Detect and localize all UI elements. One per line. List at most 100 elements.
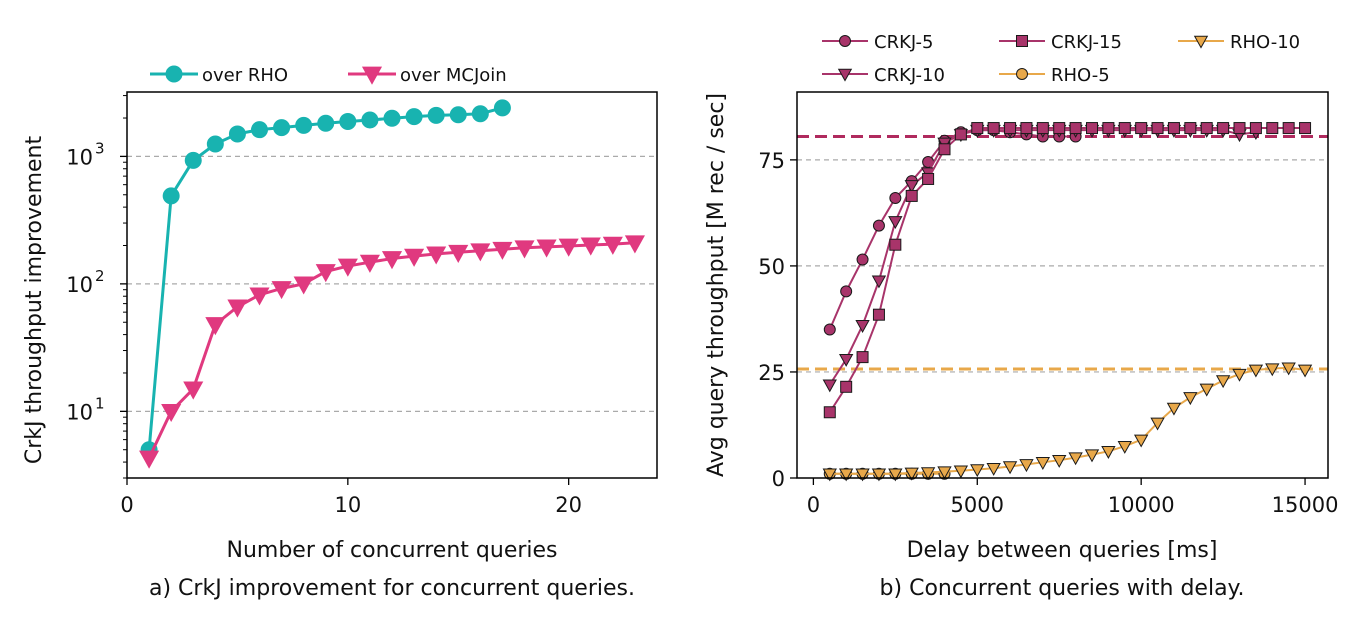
data-point — [1297, 364, 1313, 378]
chart-a-x-ticks: 0 10 20 — [120, 478, 582, 517]
y-tick-label: 10 — [66, 145, 93, 169]
data-point — [624, 235, 645, 254]
data-point — [449, 106, 467, 124]
data-point — [1249, 122, 1262, 135]
series-line — [829, 366, 1306, 475]
chart-b-y-axis-label: Avg query throughput [M rec / sec] — [704, 93, 729, 477]
data-point — [872, 308, 885, 321]
chart-b-gridlines — [797, 159, 1328, 373]
data-point — [1102, 122, 1115, 135]
chart-a-y-axis-label: CrkJ throughput improvement — [22, 136, 47, 465]
legend-label: over MCJoin — [400, 65, 507, 86]
series-over-rho — [140, 99, 511, 459]
data-point — [1135, 122, 1148, 135]
y-tick-label: 25 — [758, 361, 785, 385]
series-crkj-15 — [823, 122, 1312, 419]
data-point — [536, 239, 557, 258]
data-point — [183, 381, 204, 400]
chart-b: 0 5000 10000 15000 0 25 50 75 Delay between qu… — [704, 32, 1338, 601]
chart-b-reference-lines — [797, 135, 1328, 371]
series-over-mcjoin — [139, 235, 645, 469]
data-point — [1052, 454, 1067, 468]
data-point — [1036, 122, 1049, 135]
data-point — [249, 287, 270, 306]
data-point — [602, 236, 623, 255]
data-point — [840, 380, 853, 393]
data-point — [1133, 434, 1149, 448]
series-line — [828, 129, 1076, 330]
chart-b-series — [822, 122, 1313, 482]
data-point — [1233, 122, 1246, 135]
data-point — [162, 187, 180, 205]
data-point — [1117, 440, 1132, 454]
data-point — [580, 237, 601, 256]
data-point — [1232, 368, 1247, 382]
data-point — [888, 468, 903, 482]
data-point — [493, 99, 511, 117]
data-point — [405, 108, 423, 126]
data-point — [1248, 364, 1264, 378]
y-tick-label: 0 — [772, 467, 785, 491]
data-point — [271, 281, 292, 300]
data-point — [1069, 122, 1082, 135]
data-point — [1282, 122, 1295, 135]
legend-entry-crkj-15: CRKJ-15 — [999, 32, 1122, 53]
data-point — [856, 351, 869, 364]
data-point — [1184, 122, 1197, 135]
data-point — [838, 353, 854, 367]
chart-b-legend: CRKJ-5 CRKJ-10 CRKJ-15 RHO-5 RHO-10 — [822, 32, 1300, 86]
data-point — [986, 463, 1001, 476]
data-point — [1053, 122, 1066, 135]
data-point — [889, 238, 902, 251]
data-point — [317, 114, 335, 132]
data-point — [1199, 383, 1214, 397]
data-point — [295, 116, 313, 134]
chart-a-gridlines — [127, 155, 657, 412]
data-point — [920, 467, 936, 481]
chart-b-caption: b) Concurrent queries with delay. — [880, 576, 1245, 601]
data-point — [1035, 457, 1051, 470]
data-point — [822, 379, 837, 393]
data-point — [470, 243, 491, 262]
data-point — [383, 109, 401, 127]
data-point — [954, 128, 967, 141]
data-point — [1101, 446, 1116, 459]
data-point — [938, 143, 951, 156]
data-point — [273, 119, 291, 137]
y-tick-label-exponent: 2 — [95, 267, 105, 285]
legend-entry-crkj-5: CRKJ-5 — [822, 32, 934, 53]
data-point — [361, 111, 379, 129]
data-point — [1002, 461, 1018, 475]
legend-swatch-marker — [361, 66, 383, 85]
x-tick-label: 5000 — [951, 493, 1004, 517]
data-point — [205, 317, 226, 336]
chart-a-series — [139, 99, 645, 469]
legend-swatch-marker — [165, 65, 183, 83]
data-point — [1019, 459, 1034, 473]
x-tick-label: 20 — [555, 493, 582, 517]
data-point — [1118, 122, 1131, 135]
data-point — [987, 122, 1000, 135]
data-point — [1084, 449, 1100, 463]
chart-a-caption: a) CrkJ improvement for concurrent queri… — [149, 576, 635, 601]
data-point — [293, 276, 314, 295]
data-point — [339, 112, 357, 130]
data-point — [1183, 392, 1198, 406]
data-point — [871, 275, 887, 289]
data-point — [889, 192, 902, 205]
data-point — [558, 238, 579, 257]
data-point — [1150, 417, 1165, 431]
chart-b-x-axis-label: Delay between queries [ms] — [907, 538, 1218, 563]
data-point — [953, 465, 969, 479]
x-tick-label: 0 — [807, 493, 820, 517]
data-point — [427, 106, 445, 124]
data-point — [1068, 452, 1083, 466]
y-tick-label: 75 — [758, 149, 785, 173]
legend-label: RHO-5 — [1051, 65, 1110, 86]
data-point — [905, 189, 918, 202]
data-point — [1020, 122, 1033, 135]
data-point — [227, 299, 248, 318]
series-line — [828, 129, 1257, 386]
chart-b-x-ticks: 0 5000 10000 15000 — [807, 478, 1338, 517]
